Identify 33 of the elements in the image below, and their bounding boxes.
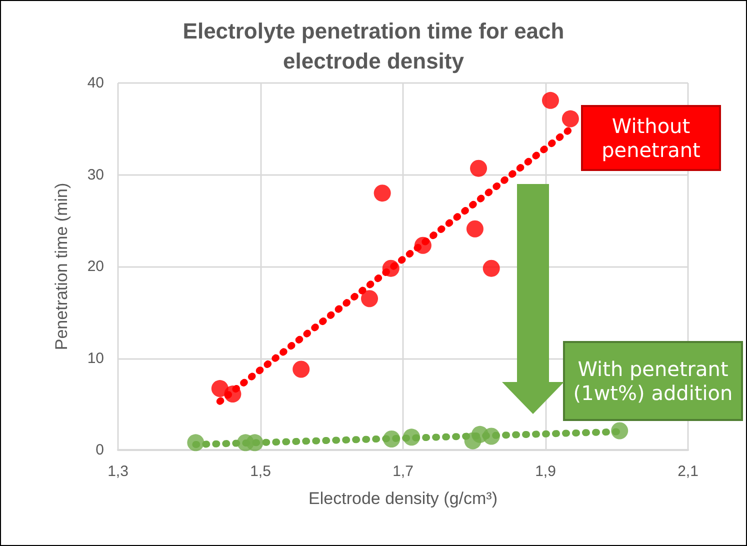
- x-tick-label: 1,7: [392, 463, 414, 480]
- annotation: With penetrant (1wt%) addition: [563, 341, 743, 421]
- point: [361, 290, 378, 308]
- point: [224, 386, 242, 403]
- annotation: Without penetrant: [581, 105, 721, 171]
- point: [466, 220, 484, 238]
- point: [374, 184, 391, 202]
- point: [246, 434, 264, 452]
- y-tick-label: 10: [87, 350, 104, 367]
- point: [403, 428, 420, 446]
- point: [382, 260, 400, 277]
- y-tick-label: 30: [87, 166, 104, 184]
- point: [542, 92, 559, 109]
- point: [482, 428, 500, 445]
- x-tick-label: 1,9: [535, 463, 556, 480]
- point: [482, 260, 500, 277]
- x-tick-label: 1,3: [108, 463, 128, 480]
- x-tick-label: 2,1: [678, 463, 698, 480]
- x-axis-title: Electrode density (g/cm³): [308, 489, 498, 508]
- point: [562, 110, 579, 128]
- point: [187, 434, 204, 452]
- y-tick-label: 20: [87, 258, 104, 275]
- point: [470, 160, 488, 177]
- y-axis-title: Penetration time (min): [52, 182, 71, 350]
- point: [383, 430, 400, 448]
- chart-title: Electrolyte penetration time for each electrode density: [182, 18, 564, 74]
- x-tick-label: 1,5: [250, 463, 271, 480]
- y-tick-label: 0: [96, 442, 104, 458]
- y-tick-label: 40: [87, 74, 104, 92]
- point: [611, 422, 628, 440]
- point: [414, 236, 432, 254]
- point: [211, 380, 228, 398]
- point: [292, 360, 310, 378]
